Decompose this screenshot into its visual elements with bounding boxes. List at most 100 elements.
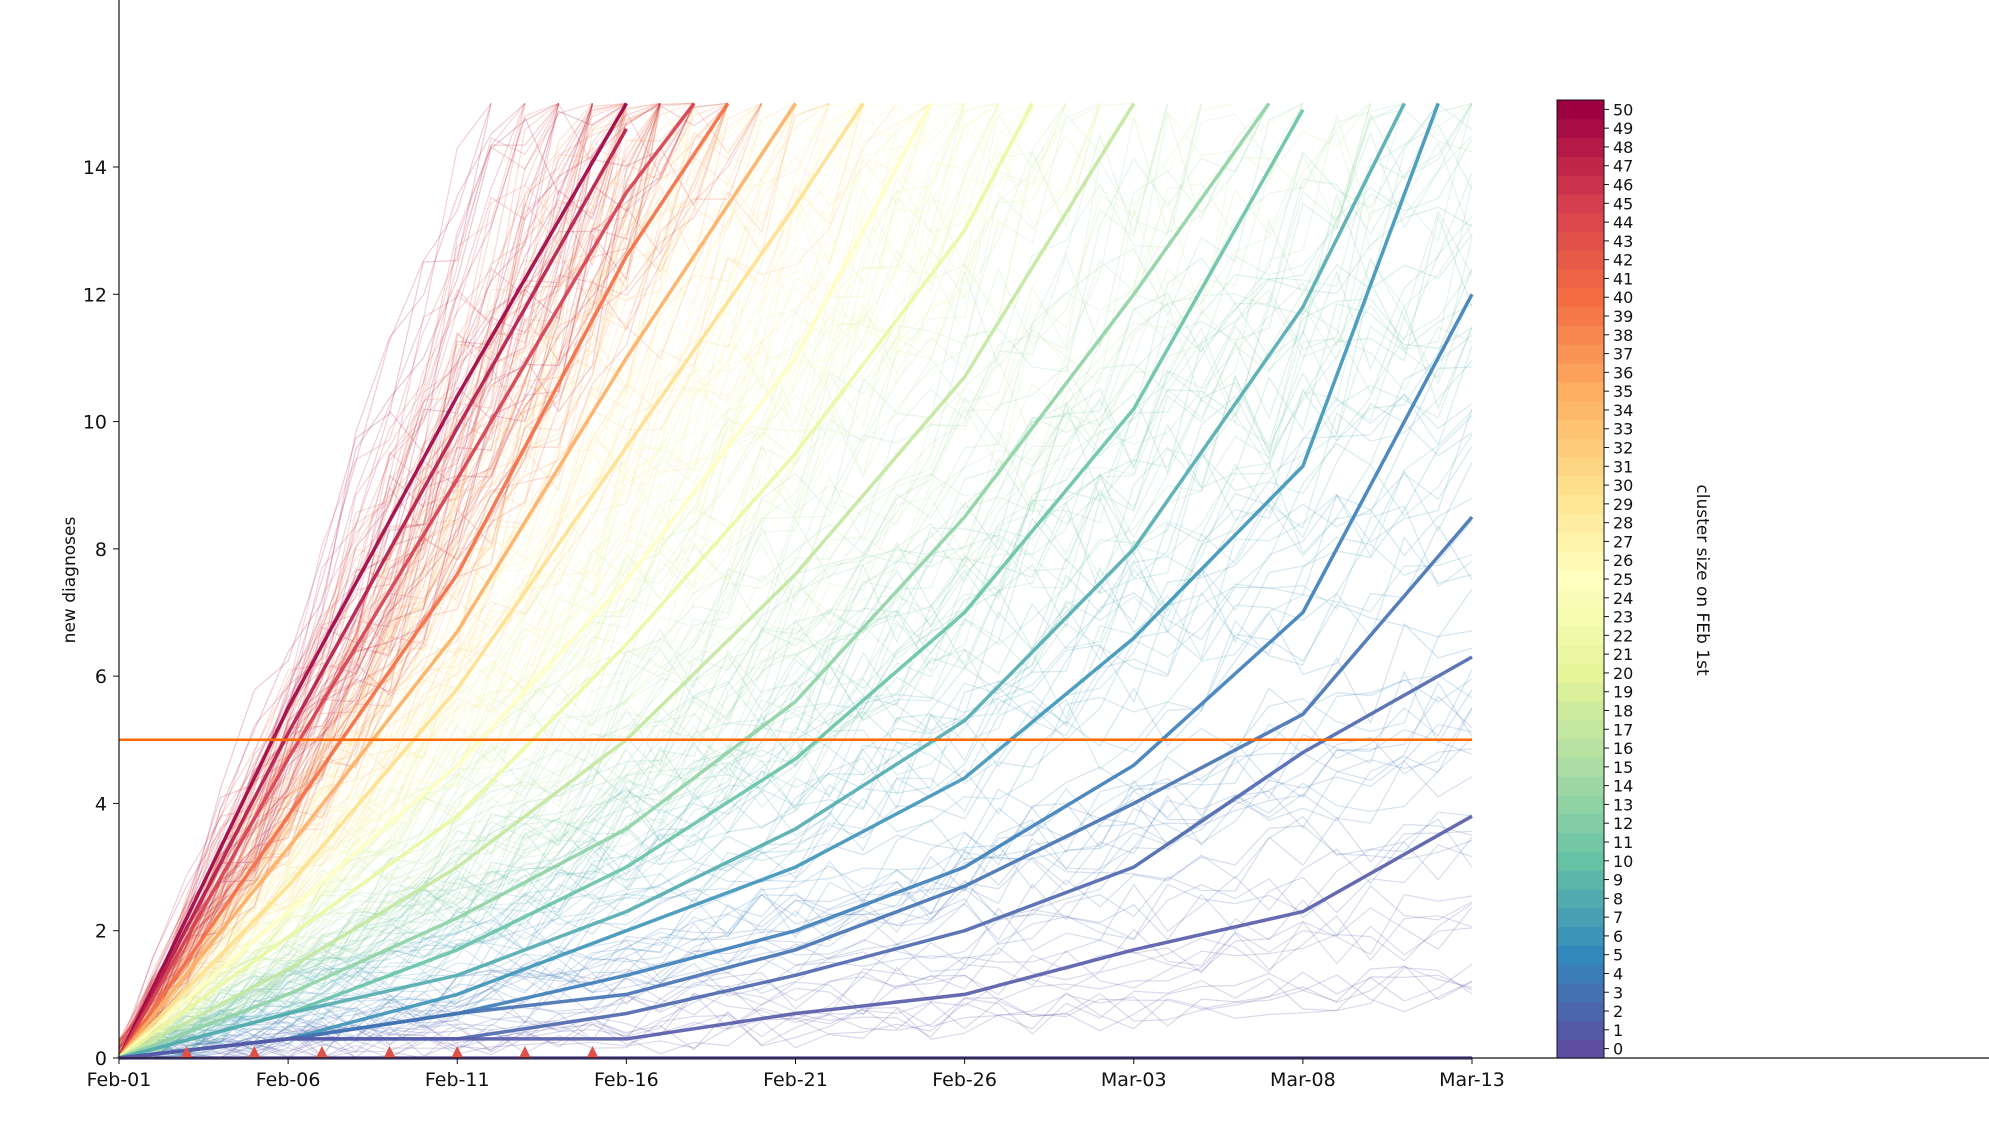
background-trajectory xyxy=(118,103,966,1058)
background-trajectory xyxy=(118,103,763,1059)
onset-marker xyxy=(248,1046,261,1058)
background-trajectory xyxy=(118,103,1067,1057)
background-trajectory xyxy=(118,103,1135,1053)
background-trajectory xyxy=(118,402,1473,1059)
colorbar-tick-label: 49 xyxy=(1613,119,1633,138)
background-trajectory xyxy=(118,124,1473,1059)
background-trajectory xyxy=(118,103,797,1059)
colorbar-tick-label: 2 xyxy=(1613,1002,1623,1021)
background-trajectory xyxy=(118,103,695,1053)
colorbar-segment xyxy=(1557,532,1604,552)
background-trajectory xyxy=(119,674,1473,1059)
background-trajectory xyxy=(118,102,830,1040)
background-trajectory xyxy=(118,103,1000,1040)
background-trajectory xyxy=(118,102,729,1059)
background-trajectory xyxy=(118,103,661,1045)
background-trajectory xyxy=(118,103,695,1045)
background-trajectory xyxy=(118,102,627,1042)
background-trajectory xyxy=(118,102,1101,1059)
background-trajectory xyxy=(118,103,966,1059)
x-tick-label: Feb-16 xyxy=(594,1069,659,1091)
colorbar-segment xyxy=(1557,1020,1604,1040)
background-trajectory xyxy=(118,102,864,1059)
background-trajectory xyxy=(118,103,898,1052)
colorbar-tick-label: 44 xyxy=(1613,213,1633,232)
background-trajectory xyxy=(118,103,560,1059)
background-trajectory xyxy=(118,102,932,1059)
background-trajectory xyxy=(119,903,1473,1059)
background-trajectory xyxy=(118,103,627,1059)
background-trajectory xyxy=(118,103,627,1050)
background-trajectory xyxy=(118,102,661,1050)
background-trajectory xyxy=(118,103,1202,1058)
colorbar-tick-label: 24 xyxy=(1613,589,1633,608)
series-line-size-30 xyxy=(117,102,865,1060)
colorbar-tick-label: 25 xyxy=(1613,570,1633,589)
background-trajectory xyxy=(118,816,1473,1059)
y-tick-label: 12 xyxy=(83,284,107,306)
background-trajectory xyxy=(119,588,1473,1059)
colorbar-tick-label: 12 xyxy=(1613,814,1633,833)
background-trajectory xyxy=(118,102,999,1059)
colorbar-segment xyxy=(1557,757,1604,777)
y-tick-label: 14 xyxy=(83,157,107,179)
colorbar-segment xyxy=(1557,325,1604,345)
background-trajectory xyxy=(119,223,1473,1059)
background-trajectory xyxy=(118,103,932,1059)
colorbar-segment xyxy=(1557,945,1604,965)
background-trajectory xyxy=(118,103,864,1059)
background-trajectory xyxy=(118,964,1473,1059)
background-trajectory xyxy=(118,103,1000,1055)
colorbar-segment xyxy=(1557,701,1604,721)
background-trajectory xyxy=(118,102,932,1059)
background-trajectory xyxy=(118,103,1439,1059)
colorbar-segment xyxy=(1557,550,1604,571)
colorbar-segment xyxy=(1557,494,1604,514)
colorbar-segment xyxy=(1557,851,1604,871)
colorbar-segment xyxy=(1557,870,1604,890)
background-trajectory xyxy=(118,103,594,1054)
background-trajectory xyxy=(118,103,797,1045)
background-trajectory xyxy=(118,102,1304,1044)
background-trajectory xyxy=(118,103,661,1049)
background-trajectory xyxy=(118,103,729,1059)
colorbar-segment xyxy=(1557,100,1604,120)
series-line-size-10 xyxy=(118,108,1305,1060)
series-line-size-13 xyxy=(118,102,1271,1060)
background-trajectory xyxy=(118,103,661,1047)
colorbar-segment xyxy=(1557,719,1604,740)
colorbar-segment xyxy=(1557,456,1604,477)
background-trajectory xyxy=(118,103,796,1059)
background-trajectory xyxy=(118,103,966,1040)
background-trajectory xyxy=(118,103,627,1054)
background-trajectory xyxy=(118,103,627,1059)
background-trajectory xyxy=(118,102,999,1046)
series-line-size-1 xyxy=(118,814,1473,1060)
background-trajectory xyxy=(118,103,966,1059)
colorbar-tick-label: 5 xyxy=(1613,946,1623,965)
background-trajectory xyxy=(118,103,729,1051)
x-tick-label: Mar-03 xyxy=(1101,1069,1167,1091)
colorbar-segment xyxy=(1557,982,1604,1003)
background-trajectory xyxy=(118,103,661,1059)
colorbar-segment xyxy=(1557,964,1604,984)
x-tick-label: Feb-01 xyxy=(87,1069,152,1091)
y-tick-label: 8 xyxy=(95,539,107,561)
colorbar-segment xyxy=(1557,888,1604,909)
background-trajectory xyxy=(119,408,1473,1059)
colorbar-segment xyxy=(1557,813,1604,834)
colorbar-segment xyxy=(1557,907,1604,928)
background-trajectory xyxy=(118,103,1473,1045)
background-trajectory xyxy=(118,233,1473,1059)
background-trajectory xyxy=(118,103,1101,1059)
background-trajectory xyxy=(118,103,830,1059)
series-line-size-6 xyxy=(118,102,1440,1060)
colorbar-segment xyxy=(1557,212,1604,233)
background-trajectory xyxy=(119,446,1473,1046)
background-trajectory xyxy=(118,103,729,1059)
background-trajectory xyxy=(119,669,1473,1059)
background-trajectory xyxy=(118,678,1473,1059)
background-trajectory xyxy=(118,103,1101,1059)
x-tick-label: Feb-21 xyxy=(763,1069,828,1091)
